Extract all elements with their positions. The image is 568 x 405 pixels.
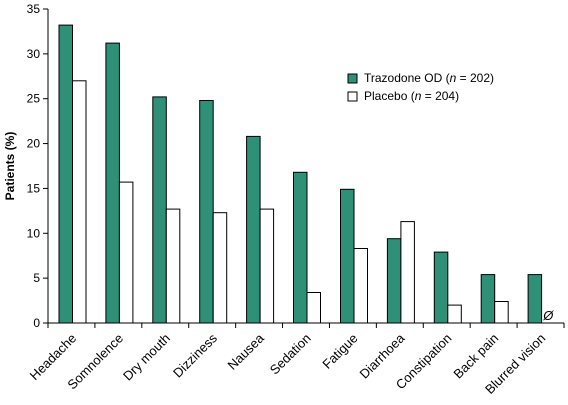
missing-value-marker: Ø (542, 308, 554, 323)
y-tick-label: 35 (27, 2, 41, 16)
bar-placebo (494, 301, 509, 324)
bar-trazodone (152, 96, 167, 324)
x-category-label: Fatigue (319, 331, 360, 372)
bar-placebo (72, 80, 87, 324)
bar-placebo (306, 292, 321, 324)
y-tick-label: 30 (27, 47, 41, 61)
y-tick-label: 15 (27, 181, 41, 195)
x-category-label: Dizziness (170, 330, 220, 380)
legend-swatch-trazodone (347, 73, 358, 84)
x-category-label: Nausea (225, 330, 268, 373)
bar-placebo (165, 208, 181, 324)
bar-trazodone (527, 274, 543, 324)
bar-trazodone (293, 171, 308, 324)
bars-layer: Ø (58, 24, 554, 324)
bar-placebo (400, 221, 415, 324)
legend-swatch-placebo (347, 91, 358, 102)
bar-placebo (118, 181, 134, 324)
bar-placebo (259, 208, 275, 324)
y-tick-label: 25 (27, 92, 41, 106)
y-ticks: 0 5 10 15 20 25 30 35 (27, 2, 48, 330)
bar-placebo (353, 248, 368, 324)
legend: Trazodone OD (n = 202) Placebo (n = 204) (347, 71, 494, 103)
bar-trazodone (433, 251, 449, 324)
bar-trazodone (480, 274, 496, 324)
bar-trazodone (105, 42, 120, 324)
x-category-label: Dry mouth (120, 331, 173, 384)
bar-trazodone (386, 238, 402, 324)
y-axis-title: Patients (%) (3, 132, 17, 201)
bar-placebo (212, 212, 228, 324)
bar-trazodone (246, 135, 261, 324)
bar-trazodone (199, 100, 214, 324)
x-category-label: Sedation (267, 331, 314, 378)
y-tick-label: 20 (27, 137, 41, 151)
axes-layer (47, 9, 565, 328)
bar-placebo (447, 304, 462, 324)
bar-trazodone (58, 24, 73, 324)
legend-label-trazodone: Trazodone OD (n = 202) (364, 71, 494, 85)
bar-trazodone (340, 188, 355, 324)
y-tick-label: 10 (27, 226, 41, 240)
y-tick-label: 0 (33, 316, 40, 330)
legend-label-placebo: Placebo (n = 204) (364, 89, 459, 103)
y-tick-label: 5 (33, 271, 40, 285)
